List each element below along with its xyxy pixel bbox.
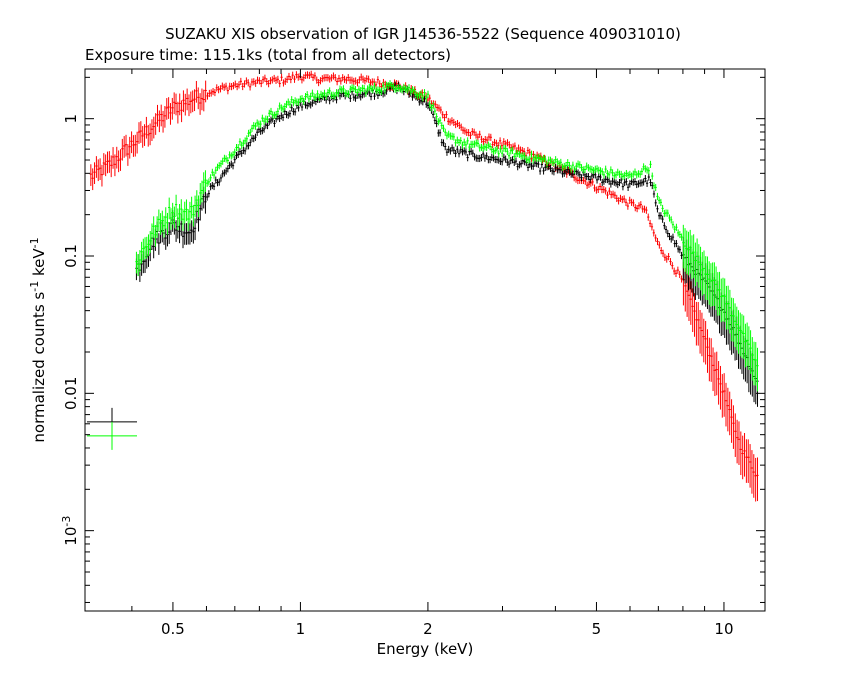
error-legend-1	[87, 421, 137, 450]
y-tick-label: 10-3	[60, 516, 80, 546]
data-layer	[87, 70, 759, 502]
y-axis: 1 0.1 0.01 10-3	[60, 76, 765, 603]
series-0	[89, 70, 759, 502]
chart-subtitle: Exposure time: 115.1ks (total from all d…	[85, 46, 451, 64]
x-axis-label: Energy (keV)	[377, 640, 474, 658]
y-axis-label-main: normalized counts s	[30, 292, 48, 443]
y-axis-label-sup2: -1	[28, 237, 41, 248]
x-tick-label: 10	[714, 620, 733, 638]
y-tick-label: 1	[62, 114, 80, 124]
y-tick-label: 0.1	[62, 244, 80, 268]
y-axis-label: normalized counts s-1 keV-1	[28, 237, 48, 442]
x-tick-label: 5	[592, 620, 602, 638]
series-2	[135, 80, 759, 392]
plot-frame	[84, 68, 766, 612]
x-tick-label: 2	[423, 620, 433, 638]
chart-title: SUZAKU XIS observation of IGR J14536-552…	[165, 25, 681, 43]
x-axis: 0.5 1 2 5 10	[131, 69, 734, 638]
y-tick-label: 0.01	[62, 377, 80, 410]
series-1	[135, 81, 759, 407]
y-axis-label-mid: keV	[30, 248, 48, 281]
x-tick-label: 0.5	[161, 620, 185, 638]
y-axis-label-sup1: -1	[28, 281, 41, 292]
x-tick-label: 1	[296, 620, 306, 638]
